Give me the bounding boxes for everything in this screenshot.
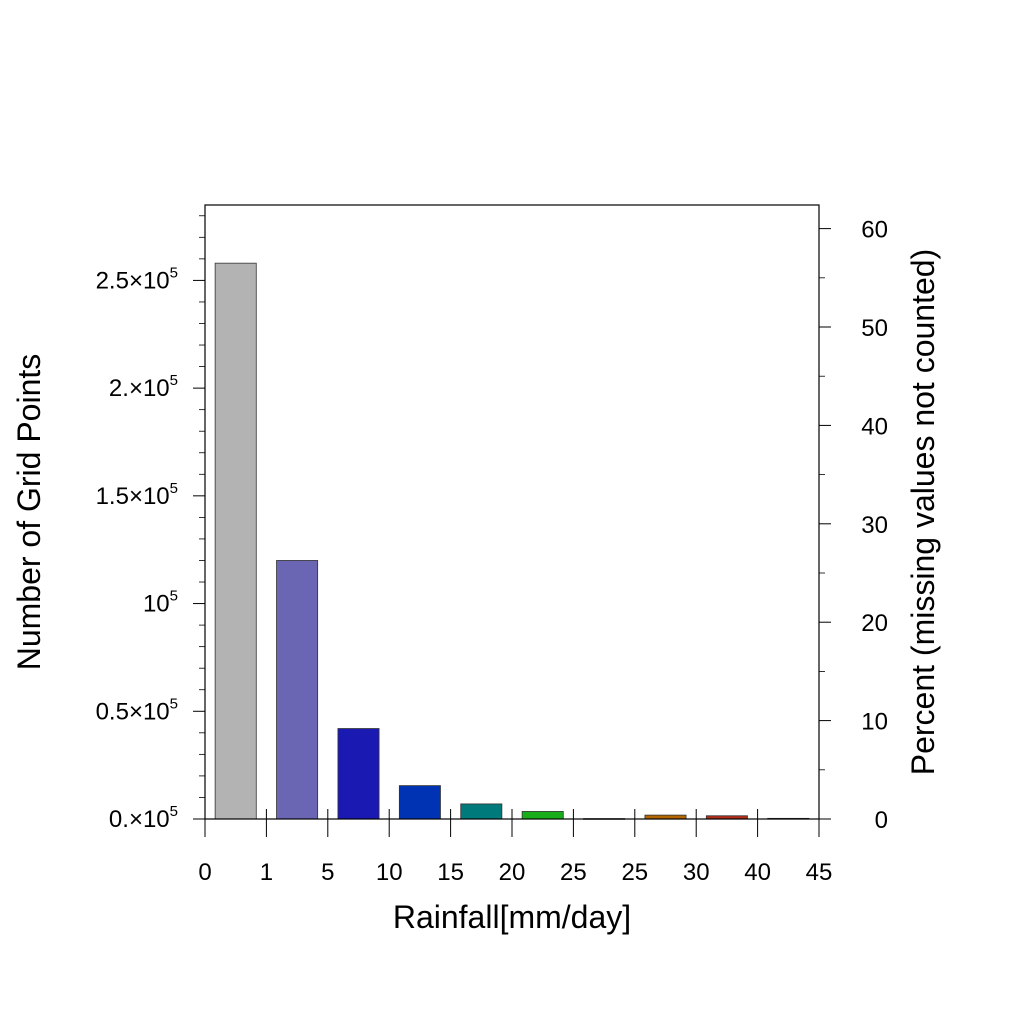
y2-tick-label-1: 10 xyxy=(861,709,888,736)
x-tick-labels: 0 1 5 10 15 20 25 25 30 40 45 xyxy=(198,859,832,886)
bar-group xyxy=(214,262,810,820)
y-axis-title: Number of Grid Points xyxy=(11,354,47,671)
x-tick-label-8: 30 xyxy=(683,859,710,886)
y2-tick-label-5: 50 xyxy=(861,315,888,342)
x-tick-label-4: 15 xyxy=(437,859,464,886)
x-tick-label-5: 20 xyxy=(499,859,526,886)
bar-0 xyxy=(214,262,257,820)
y-tick-label-2: 105 xyxy=(143,588,178,618)
y-tick-label-4: 2.×105 xyxy=(109,372,178,402)
y2-tick-label-2: 20 xyxy=(861,610,888,637)
bar-2 xyxy=(337,728,380,820)
x-tick-label-1: 1 xyxy=(260,859,273,886)
y-tick-label-3: 1.5×105 xyxy=(96,480,178,510)
x-tick-label-3: 10 xyxy=(376,859,403,886)
x-tick-label-0: 0 xyxy=(198,859,211,886)
bar-1 xyxy=(276,560,319,820)
x-tick-label-2: 5 xyxy=(321,859,334,886)
x-tick-label-9: 40 xyxy=(744,859,771,886)
y-tick-label-5: 2.5×105 xyxy=(96,264,178,294)
x-tick-label-7: 25 xyxy=(621,859,648,886)
bar-5 xyxy=(521,811,564,820)
x-tick-label-10: 45 xyxy=(806,859,833,886)
y-tick-label-0: 0.×105 xyxy=(109,803,178,833)
y2-axis-title: Percent (missing values not counted) xyxy=(905,249,941,775)
y2-tick-label-0: 0 xyxy=(875,807,888,834)
y-tick-label-1: 0.5×105 xyxy=(96,695,178,725)
bar-3 xyxy=(398,785,441,820)
y2-tick-label-4: 40 xyxy=(861,413,888,440)
y2-tick-labels: 0 10 20 30 40 50 60 xyxy=(861,217,888,834)
y2-tick-label-3: 30 xyxy=(861,512,888,539)
x-tick-label-6: 25 xyxy=(560,859,587,886)
y2-tick-label-6: 60 xyxy=(861,217,888,244)
x-axis-title: Rainfall[mm/day] xyxy=(393,899,631,935)
y-tick-labels: 0.×105 0.5×105 105 1.5×105 2.×105 2.5×105 xyxy=(96,264,178,833)
bar-4 xyxy=(460,803,503,820)
tick-marks xyxy=(193,215,831,837)
